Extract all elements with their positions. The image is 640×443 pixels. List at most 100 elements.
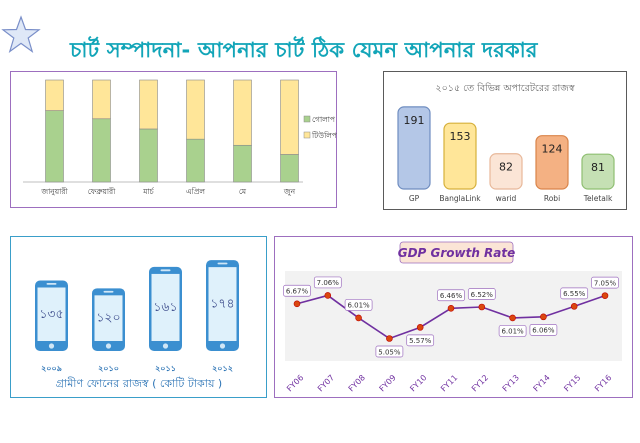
bar-tulip-4 <box>233 79 252 146</box>
gp-revenue-chart-panel[interactable]: ১৩৫ ২০০৯ ১২০ ২০১০ ১৬১ ২০১১ ১৭৪ ২০১২ গ্রামীণ ফোনে… <box>10 236 267 398</box>
chart-title-box <box>399 241 514 264</box>
phone-speaker <box>217 262 228 265</box>
data-label: 5.05% <box>378 348 401 356</box>
x-tick-label: ফেব্রুয়ারী <box>88 186 116 196</box>
data-label: 191 <box>404 114 425 127</box>
phone-icon-3 <box>206 260 239 351</box>
legend-swatch <box>303 115 311 123</box>
x-tick-label: GP <box>409 194 420 203</box>
operator-revenue-chart: ২০১৫ তে বিভিন্ন অপারেটরের রাজস্ব 191 GP 153… <box>397 81 615 203</box>
data-label-box <box>498 325 527 337</box>
chart-title: GDP Growth Rate <box>398 246 516 260</box>
bar-rose-1 <box>92 118 111 183</box>
phone-screen <box>37 287 66 341</box>
data-point-fy11 <box>447 304 455 312</box>
legend-swatch <box>303 131 311 139</box>
chart-title: গ্রামীণ ফোনের রাজস্ব ( কোটি টাকায় ) <box>56 377 222 390</box>
phone-button <box>219 343 226 349</box>
data-label-box <box>467 288 496 300</box>
legend-label: টিউলিপ <box>311 130 338 140</box>
data-point-fy14 <box>540 313 547 321</box>
bar-tulip-2 <box>139 79 158 130</box>
stacked-bar-chart-panel[interactable]: জানুয়ারী ফেব্রুয়ারী মার্চ এপ্রিল মে জুন গোলা… <box>10 71 338 208</box>
data-label-box <box>313 276 342 289</box>
x-tick-label: FY10 <box>408 373 428 393</box>
data-label-box <box>591 276 619 289</box>
bar-warid <box>489 153 523 190</box>
x-tick-label: Robi <box>544 194 560 203</box>
data-label: 5.57% <box>409 337 432 345</box>
data-label: ১৭৪ <box>210 296 234 311</box>
data-label: 153 <box>450 130 471 143</box>
data-label: 124 <box>542 143 563 156</box>
bar-rose-5 <box>280 154 299 183</box>
data-label-box <box>375 345 404 358</box>
phone-screen <box>151 273 180 341</box>
data-point-fy07 <box>324 292 332 299</box>
x-tick-label: মার্চ <box>142 187 154 196</box>
bar-rose-4 <box>233 144 252 183</box>
bar-teletalk <box>581 153 615 190</box>
x-tick-label: মে <box>239 187 247 196</box>
x-tick-label: FY07 <box>316 373 336 393</box>
x-tick-label: FY14 <box>531 373 551 393</box>
bar-gp <box>397 106 431 190</box>
data-label-box <box>344 299 373 311</box>
gp-revenue-chart: ১৩৫ ২০০৯ ১২০ ২০১০ ১৬১ ২০১১ ১৭৪ ২০১২ গ্রামীণ ফোনে… <box>35 260 239 390</box>
data-point-fy10 <box>416 324 424 331</box>
x-tick-label: এপ্রিল <box>186 187 206 196</box>
data-point-fy16 <box>601 292 609 299</box>
data-label-box <box>560 287 589 300</box>
x-tick-label: FY08 <box>347 373 367 393</box>
bar-tulip-3 <box>186 79 205 140</box>
phone-icon-1 <box>92 288 125 351</box>
data-label: 6.01% <box>347 302 370 310</box>
data-point-fy09 <box>386 335 393 342</box>
data-label: ১৬১ <box>153 299 177 314</box>
x-tick-label: Teletalk <box>583 194 613 203</box>
data-point-fy15 <box>570 303 578 310</box>
data-label: 6.06% <box>532 327 555 335</box>
phone-button <box>162 343 169 349</box>
phone-speaker <box>103 290 114 293</box>
stacked-bar-chart: জানুয়ারী ফেব্রুয়ারী মার্চ এপ্রিল মে জুন গোলা… <box>23 79 338 196</box>
x-tick-label: FY06 <box>285 373 305 393</box>
data-label: 7.06% <box>317 279 340 287</box>
bar-robi <box>535 135 569 190</box>
x-tick-label: FY09 <box>377 373 397 393</box>
x-tick-label: FY16 <box>593 373 613 393</box>
operator-revenue-chart-panel[interactable]: ২০১৫ তে বিভিন্ন অপারেটরের রাজস্ব 191 GP 153… <box>383 71 627 210</box>
chart-title: ২০১৫ তে বিভিন্ন অপারেটরের রাজস্ব <box>435 81 575 94</box>
x-tick-label: ২০১১ <box>155 364 176 373</box>
data-point-fy12 <box>478 303 486 311</box>
x-tick-label: FY12 <box>470 373 490 393</box>
data-point-fy06 <box>293 300 301 308</box>
phone-button <box>105 343 112 349</box>
data-label: 6.01% <box>501 328 524 336</box>
x-tick-label: ২০১২ <box>212 364 233 373</box>
bar-tulip-1 <box>92 79 111 120</box>
phone-icon-2 <box>149 266 182 351</box>
bar-rose-0 <box>45 110 64 183</box>
star-icon <box>1 15 41 54</box>
page-title: চার্ট সম্পাদনা- আপনার চার্ট ঠিক যেমন আপন… <box>70 38 538 62</box>
data-label: 7.05% <box>594 279 617 287</box>
data-label: 6.55% <box>563 290 586 298</box>
bar-rose-2 <box>139 128 158 183</box>
data-point-fy13 <box>509 314 516 322</box>
x-tick-label: ২০১০ <box>98 364 119 373</box>
x-tick-label: জুন <box>283 187 296 196</box>
gdp-growth-chart-panel[interactable]: GDP Growth Rate 6.67% FY06 7.06% FY07 6.01% FY… <box>274 236 633 398</box>
data-label-box <box>283 284 311 297</box>
data-label: 81 <box>591 161 605 174</box>
x-tick-label: FY15 <box>562 373 582 393</box>
gdp-growth-chart: GDP Growth Rate 6.67% FY06 7.06% FY07 6.01% FY… <box>283 241 622 393</box>
data-label: 6.67% <box>286 288 309 296</box>
phone-screen <box>208 267 237 341</box>
phone-button <box>48 343 55 349</box>
bar-tulip-5 <box>280 79 299 155</box>
data-label-box <box>437 289 465 302</box>
data-label: 6.52% <box>471 291 494 299</box>
phone-screen <box>94 295 123 341</box>
data-label-box <box>529 324 558 336</box>
